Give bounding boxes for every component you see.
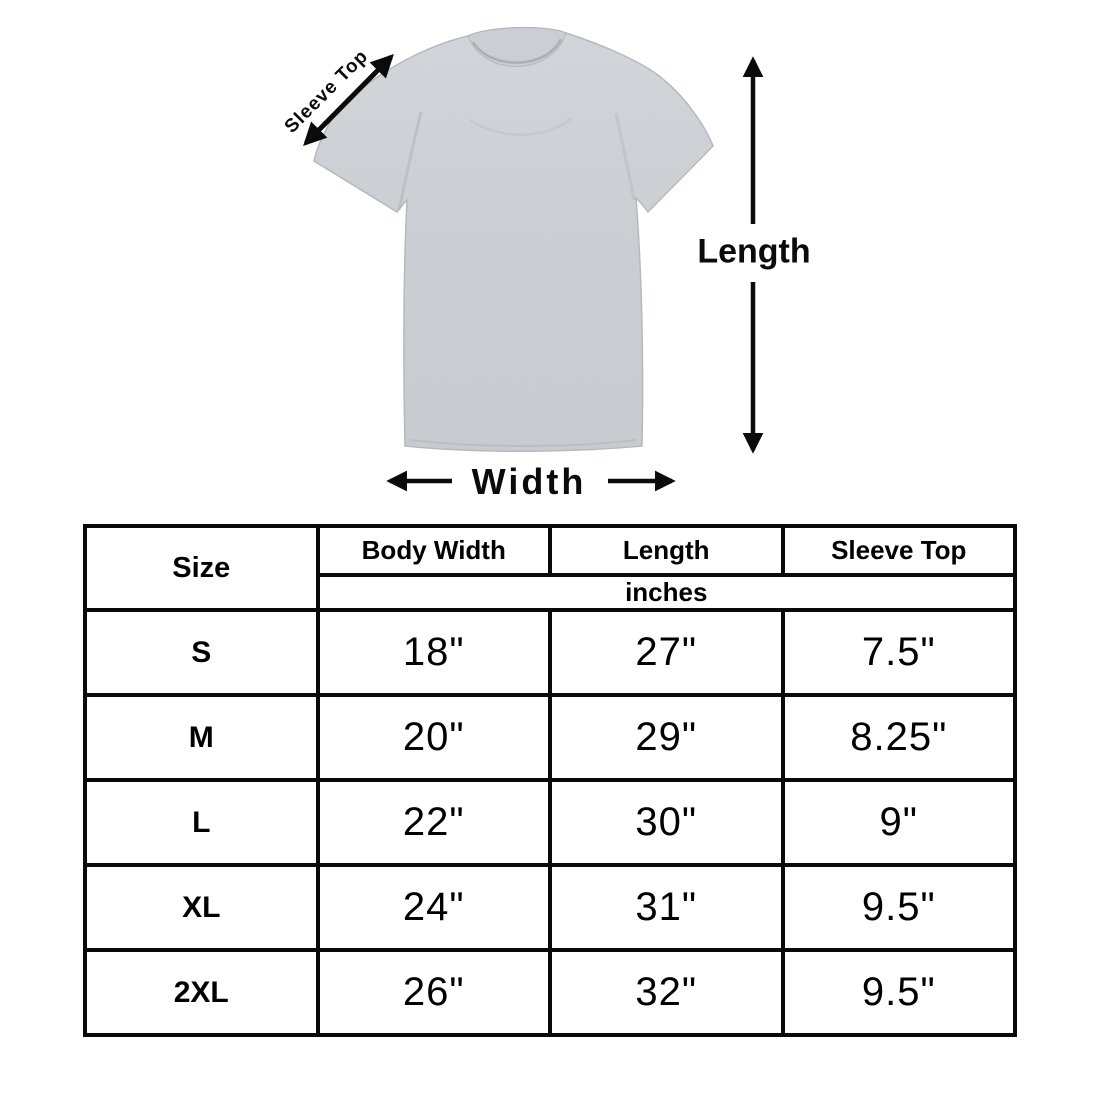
length-value: 32" — [548, 948, 785, 1037]
table-row-l: L 22" 30" 9" — [83, 778, 1017, 867]
size-value: XL — [83, 863, 320, 952]
body-width-value: 26" — [315, 948, 552, 1037]
sleeve-top-value: 7.5" — [780, 608, 1017, 697]
body-width-value: 22" — [315, 778, 552, 867]
table-header-row: Size Body Width Length Sleeve Top — [83, 524, 1017, 612]
size-value: S — [83, 608, 320, 697]
body-width-value: 18" — [315, 608, 552, 697]
body-width-value: 24" — [315, 863, 552, 952]
sleeve-top-value: 8.25" — [780, 693, 1017, 782]
header-body-width: Body Width — [315, 524, 552, 577]
sleeve-top-value: 9" — [780, 778, 1017, 867]
body-width-value: 20" — [315, 693, 552, 782]
length-value: 29" — [548, 693, 785, 782]
tshirt-measurement-diagram: Sleeve Top Length Width — [0, 0, 1100, 515]
length-label: Length — [697, 232, 811, 271]
size-value: L — [83, 778, 320, 867]
table-row-2xl: 2XL 26" 32" 9.5" — [83, 948, 1017, 1037]
sleeve-top-arrow — [303, 54, 394, 146]
tshirt-image — [303, 26, 764, 492]
length-value: 31" — [548, 863, 785, 952]
size-table: Size Body Width Length Sleeve Top inches… — [83, 524, 1017, 1037]
length-value: 27" — [548, 608, 785, 697]
sleeve-top-value: 9.5" — [780, 948, 1017, 1037]
table-row-s: S 18" 27" 7.5" — [83, 608, 1017, 697]
header-size: Size — [83, 524, 320, 612]
size-value: 2XL — [83, 948, 320, 1037]
header-length: Length — [548, 524, 785, 577]
table-row-m: M 20" 29" 8.25" — [83, 693, 1017, 782]
units-label: inches — [315, 573, 1017, 612]
length-value: 30" — [548, 778, 785, 867]
sleeve-top-value: 9.5" — [780, 863, 1017, 952]
tshirt-silhouette — [313, 26, 714, 452]
width-label: Width — [471, 461, 587, 502]
table-row-xl: XL 24" 31" 9.5" — [83, 863, 1017, 952]
size-value: M — [83, 693, 320, 782]
header-sleeve-top: Sleeve Top — [780, 524, 1017, 577]
units-row: inches — [85, 573, 1017, 612]
